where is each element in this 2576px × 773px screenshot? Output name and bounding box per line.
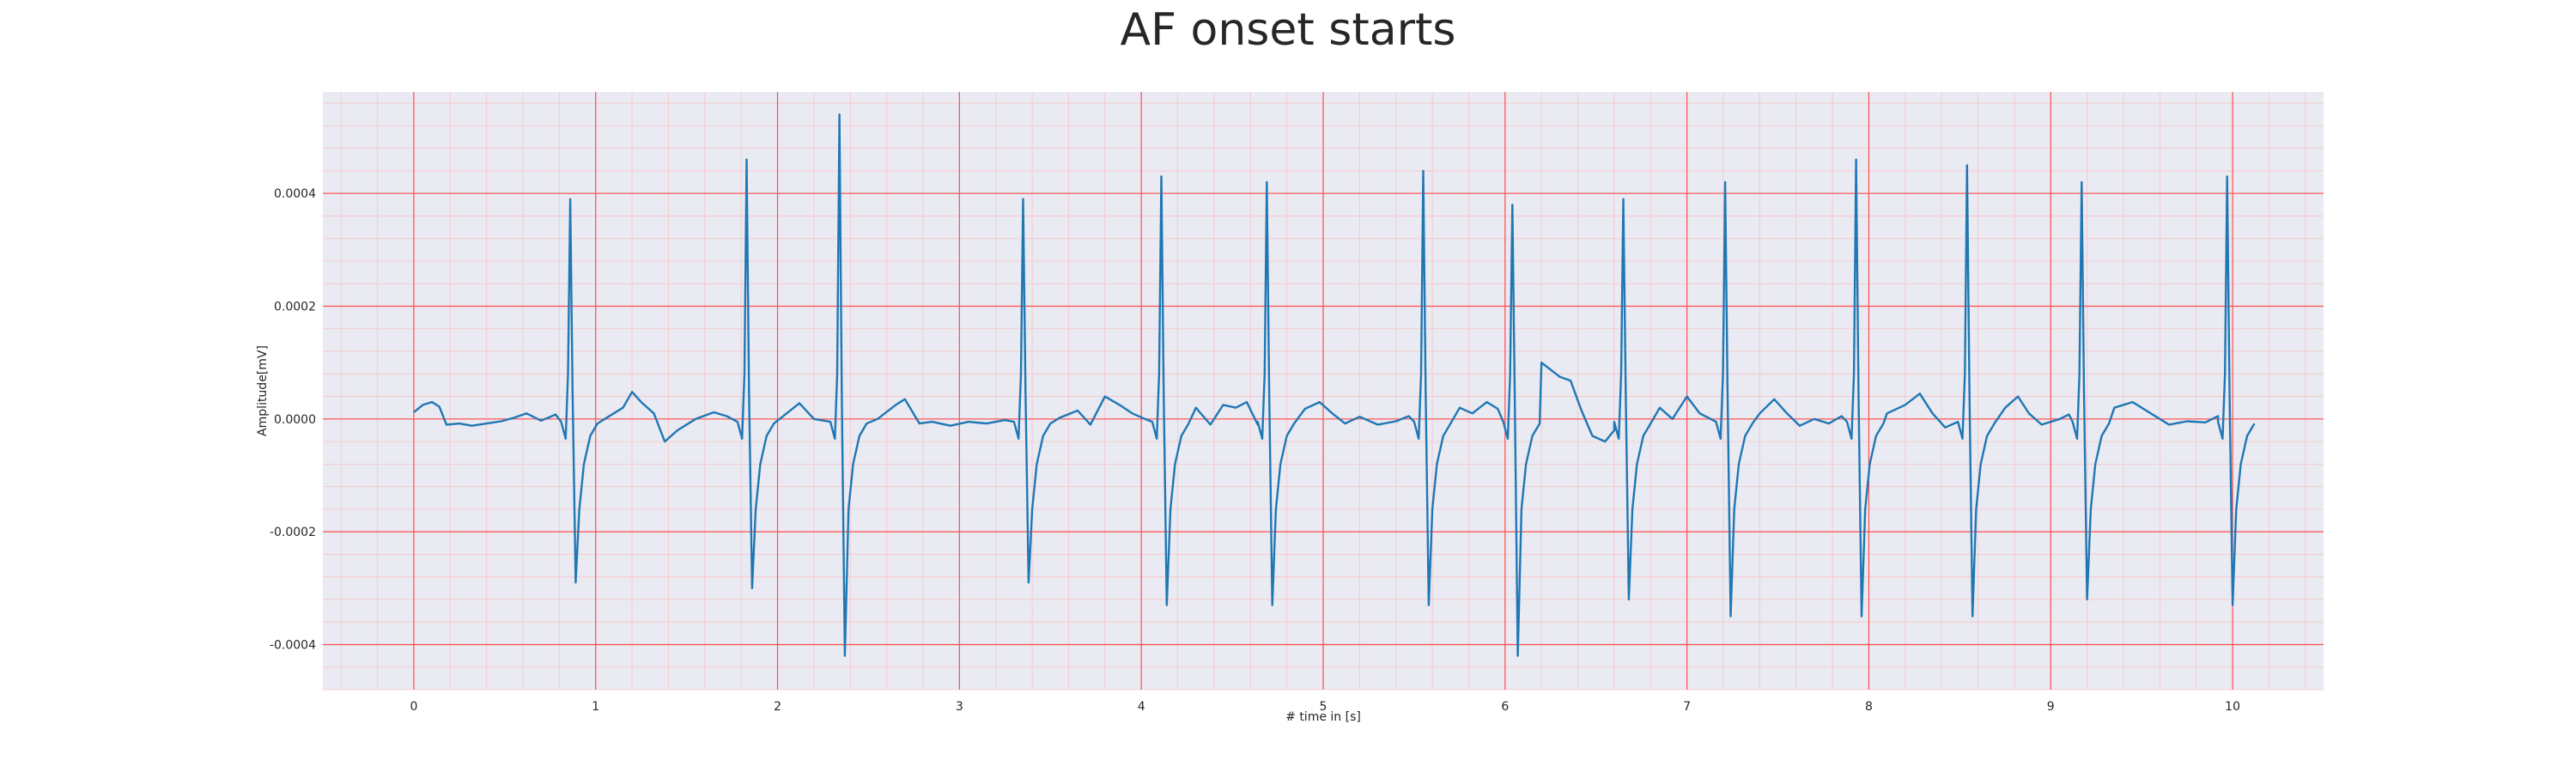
x-tick-label: 10 bbox=[2225, 700, 2240, 714]
x-tick-label: 9 bbox=[2047, 700, 2055, 714]
y-axis-ticks: -0.0004 -0.0002 0.0000 0.0002 0.0004 bbox=[270, 187, 316, 652]
x-tick-label: 0 bbox=[410, 700, 417, 714]
x-tick-label: 4 bbox=[1138, 700, 1145, 714]
x-tick-label: 1 bbox=[592, 700, 599, 714]
y-tick-label: -0.0004 bbox=[270, 638, 316, 652]
x-tick-label: 3 bbox=[956, 700, 963, 714]
ecg-series-line bbox=[413, 113, 2256, 657]
x-axis-ticks: 0 1 2 3 4 5 6 7 8 9 10 bbox=[410, 700, 2240, 714]
y-tick-label: 0.0004 bbox=[274, 187, 316, 201]
y-axis-label: Amplitude[mV] bbox=[256, 345, 270, 436]
y-tick-label: 0.0002 bbox=[274, 301, 316, 314]
x-axis-label: # time in [s] bbox=[1285, 710, 1361, 724]
y-tick-label: 0.0000 bbox=[274, 413, 316, 427]
x-tick-label: 6 bbox=[1501, 700, 1509, 714]
x-tick-label: 5 bbox=[1320, 700, 1327, 714]
y-tick-label: -0.0002 bbox=[270, 526, 316, 539]
x-tick-label: 7 bbox=[1683, 700, 1691, 714]
chart-title: AF onset starts bbox=[1121, 4, 1456, 56]
x-tick-label: 8 bbox=[1865, 700, 1873, 714]
x-tick-label: 2 bbox=[774, 700, 781, 714]
